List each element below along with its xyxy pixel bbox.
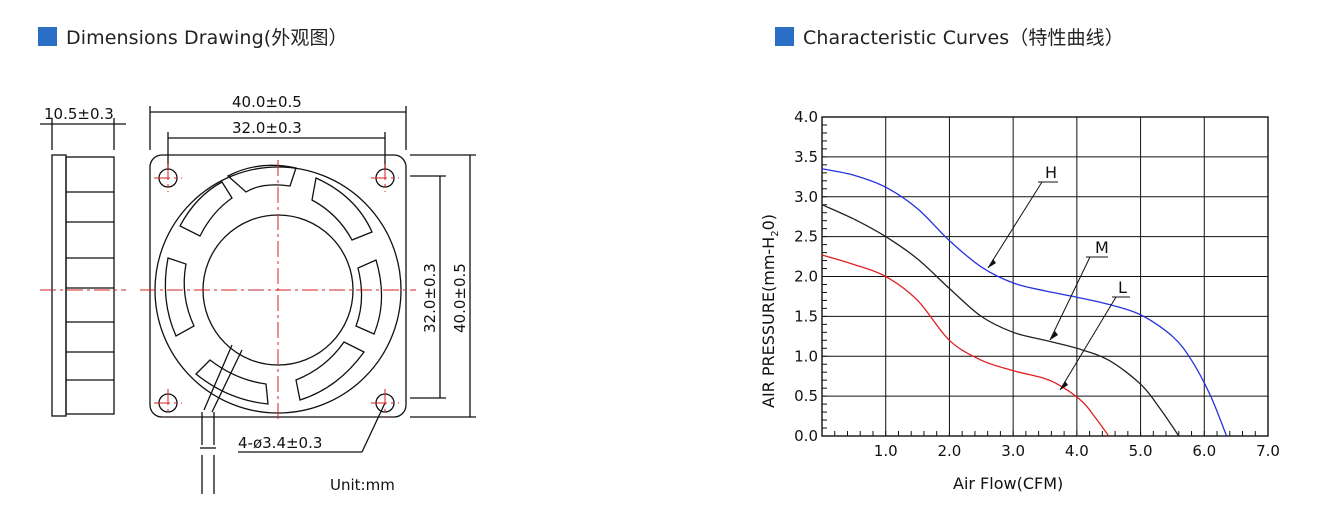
- y-axis-label: AIR PRESSURE(mm-H20): [759, 214, 781, 408]
- section-marker-icon: [38, 26, 57, 46]
- series-label-l: L: [1118, 278, 1127, 297]
- y-tick-label: 1.5: [794, 307, 818, 325]
- series-label-m: M: [1095, 238, 1109, 257]
- centerlines: [40, 160, 416, 420]
- label-leader: [1059, 296, 1117, 391]
- x-tick-label: 1.0: [874, 442, 898, 460]
- series-label-h: H: [1045, 163, 1057, 182]
- side-view-housing: [65, 156, 115, 415]
- arrow-icon: [988, 259, 996, 268]
- hole-pitch-width-dim: 32.0±0.3: [232, 119, 302, 137]
- x-tick-label: 6.0: [1192, 442, 1216, 460]
- y-tick-label: 2.5: [794, 228, 818, 246]
- hole-dim: 4-ø3.4±0.3: [238, 434, 322, 452]
- y-tick-label: 4.0: [794, 108, 818, 126]
- x-tick-label: 4.0: [1065, 442, 1089, 460]
- hole-pitch-height-dim: 32.0±0.3: [421, 263, 439, 333]
- curves-header: Characteristic Curves（特性曲线）: [775, 22, 1124, 50]
- y-tick-label: 3.0: [794, 188, 818, 206]
- x-tick-label: 7.0: [1256, 442, 1280, 460]
- series-line-h: [821, 168, 1228, 437]
- label-leader: [1049, 256, 1091, 341]
- label-leader: [987, 181, 1043, 269]
- series-line-l: [821, 254, 1110, 437]
- section-marker-icon: [775, 26, 794, 46]
- dimensions-header: Dimensions Drawing(外观图）: [38, 22, 348, 50]
- y-tick-label: 0.0: [794, 427, 818, 445]
- y-tick-label: 2.0: [794, 268, 818, 286]
- y-tick-label: 1.0: [794, 347, 818, 365]
- y-tick-label: 0.5: [794, 387, 818, 405]
- arrow-icon: [1060, 381, 1068, 390]
- chart-grid: [821, 116, 1269, 437]
- x-tick-label: 5.0: [1129, 442, 1153, 460]
- curves-title: Characteristic Curves（特性曲线）: [803, 26, 1124, 49]
- unit-label: Unit:mm: [330, 476, 395, 494]
- series-line-m: [821, 204, 1180, 437]
- x-tick-label: 2.0: [937, 442, 961, 460]
- thickness-dim: 10.5±0.3: [44, 105, 114, 123]
- dimensions-title: Dimensions Drawing(外观图）: [66, 26, 348, 49]
- y-tick-label: 3.5: [794, 148, 818, 166]
- overall-width-dim: 40.0±0.5: [232, 93, 302, 111]
- arrow-icon: [1050, 331, 1058, 340]
- x-axis-label: Air Flow(CFM): [953, 474, 1063, 493]
- x-tick-label: 3.0: [1001, 442, 1025, 460]
- overall-height-dim: 40.0±0.5: [451, 263, 469, 333]
